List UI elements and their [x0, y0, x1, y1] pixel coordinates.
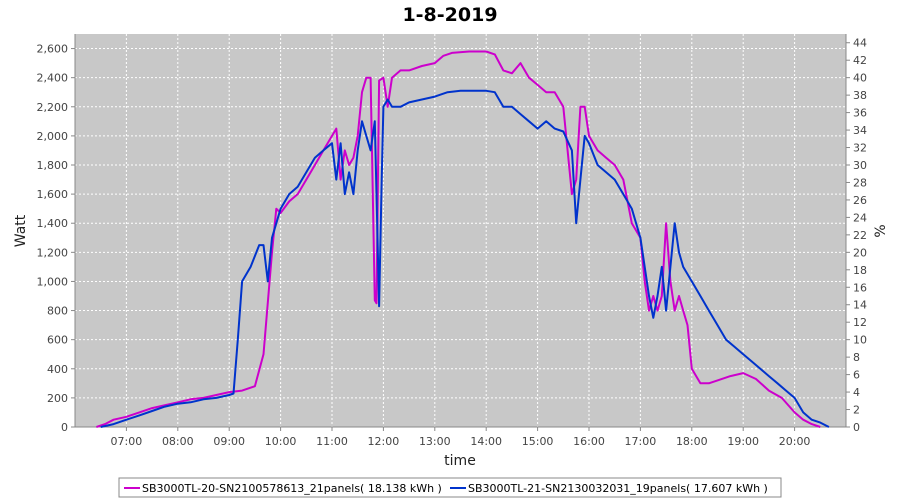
- y2-tick-label: 42: [853, 54, 867, 67]
- y2-tick-label: 22: [853, 229, 867, 242]
- series-line-2: [100, 89, 830, 428]
- y2-tick-label: 14: [853, 299, 867, 312]
- y2-tick-label: 8: [853, 351, 860, 364]
- y-axis-ticks: 0 200 400 600 800 1,000 1,200 1,400 1,600 1,800 2,…: [37, 43, 75, 434]
- y2-tick-label: 20: [853, 246, 867, 259]
- y2-tick-label: 28: [853, 176, 867, 189]
- y-axis-label: Watt: [13, 214, 29, 247]
- y-tick-label: 400: [47, 363, 68, 376]
- y2-tick-label: 30: [853, 159, 867, 172]
- x-axis-label: time: [444, 453, 476, 469]
- legend-label-1: SB3000TL-20-SN2100578613_21panels( 18.13…: [142, 482, 442, 495]
- x-tick-label: 10:00: [265, 435, 297, 448]
- x-axis-ticks: 07:00 08:00 09:00 10:00 11:00 12:00 13:00 14:00…: [111, 427, 811, 448]
- series-group: [96, 50, 830, 428]
- x-tick-label: 15:00: [522, 435, 554, 448]
- plot-area: [75, 34, 846, 427]
- y2-tick-label: 38: [853, 89, 867, 102]
- x-tick-label: 08:00: [162, 435, 194, 448]
- y-tick-label: 2,200: [37, 101, 69, 114]
- y-tick-label: 1,000: [37, 275, 69, 288]
- x-tick-label: 11:00: [316, 435, 348, 448]
- x-tick-label: 20:00: [779, 435, 811, 448]
- y2-tick-label: 2: [853, 404, 860, 417]
- y-tick-label: 1,600: [37, 188, 69, 201]
- legend-label-2: SB3000TL-21-SN2130032031_19panels( 17.60…: [468, 482, 768, 495]
- y-tick-label: 200: [47, 392, 68, 405]
- x-tick-label: 09:00: [213, 435, 245, 448]
- grid: [75, 34, 846, 427]
- y-tick-label: 2,400: [37, 72, 69, 85]
- y2-tick-label: 16: [853, 281, 867, 294]
- y2-tick-label: 18: [853, 264, 867, 277]
- y-tick-label: 0: [61, 421, 68, 434]
- y2-tick-label: 32: [853, 142, 867, 155]
- x-tick-label: 18:00: [676, 435, 708, 448]
- chart-title: 1-8-2019: [402, 4, 497, 26]
- y2-tick-label: 12: [853, 316, 867, 329]
- series-line-1: [96, 50, 821, 428]
- y-tick-label: 800: [47, 305, 68, 318]
- y2-axis-label: %: [873, 224, 889, 237]
- y2-tick-label: 4: [853, 386, 860, 399]
- y-tick-label: 1,200: [37, 246, 69, 259]
- y2-tick-label: 34: [853, 124, 867, 137]
- y2-tick-label: 40: [853, 72, 867, 85]
- y2-axis-ticks: 0246810121416182022242628303234363840424…: [846, 37, 867, 434]
- y-tick-label: 2,000: [37, 130, 69, 143]
- x-tick-label: 14:00: [470, 435, 502, 448]
- x-tick-label: 17:00: [625, 435, 657, 448]
- x-tick-label: 19:00: [727, 435, 759, 448]
- x-tick-label: 13:00: [419, 435, 451, 448]
- y-tick-label: 2,600: [37, 43, 69, 56]
- y2-tick-label: 10: [853, 334, 867, 347]
- x-tick-label: 12:00: [368, 435, 400, 448]
- y-tick-label: 600: [47, 334, 68, 347]
- y2-tick-label: 44: [853, 37, 867, 50]
- x-tick-label: 16:00: [573, 435, 605, 448]
- y2-tick-label: 6: [853, 369, 860, 382]
- x-tick-label: 07:00: [111, 435, 143, 448]
- legend: SB3000TL-20-SN2100578613_21panels( 18.13…: [118, 477, 782, 498]
- y-tick-label: 1,800: [37, 159, 69, 172]
- y-tick-label: 1,400: [37, 217, 69, 230]
- y2-tick-label: 26: [853, 194, 867, 207]
- y2-tick-label: 24: [853, 211, 867, 224]
- y2-tick-label: 0: [853, 421, 860, 434]
- y2-tick-label: 36: [853, 107, 867, 120]
